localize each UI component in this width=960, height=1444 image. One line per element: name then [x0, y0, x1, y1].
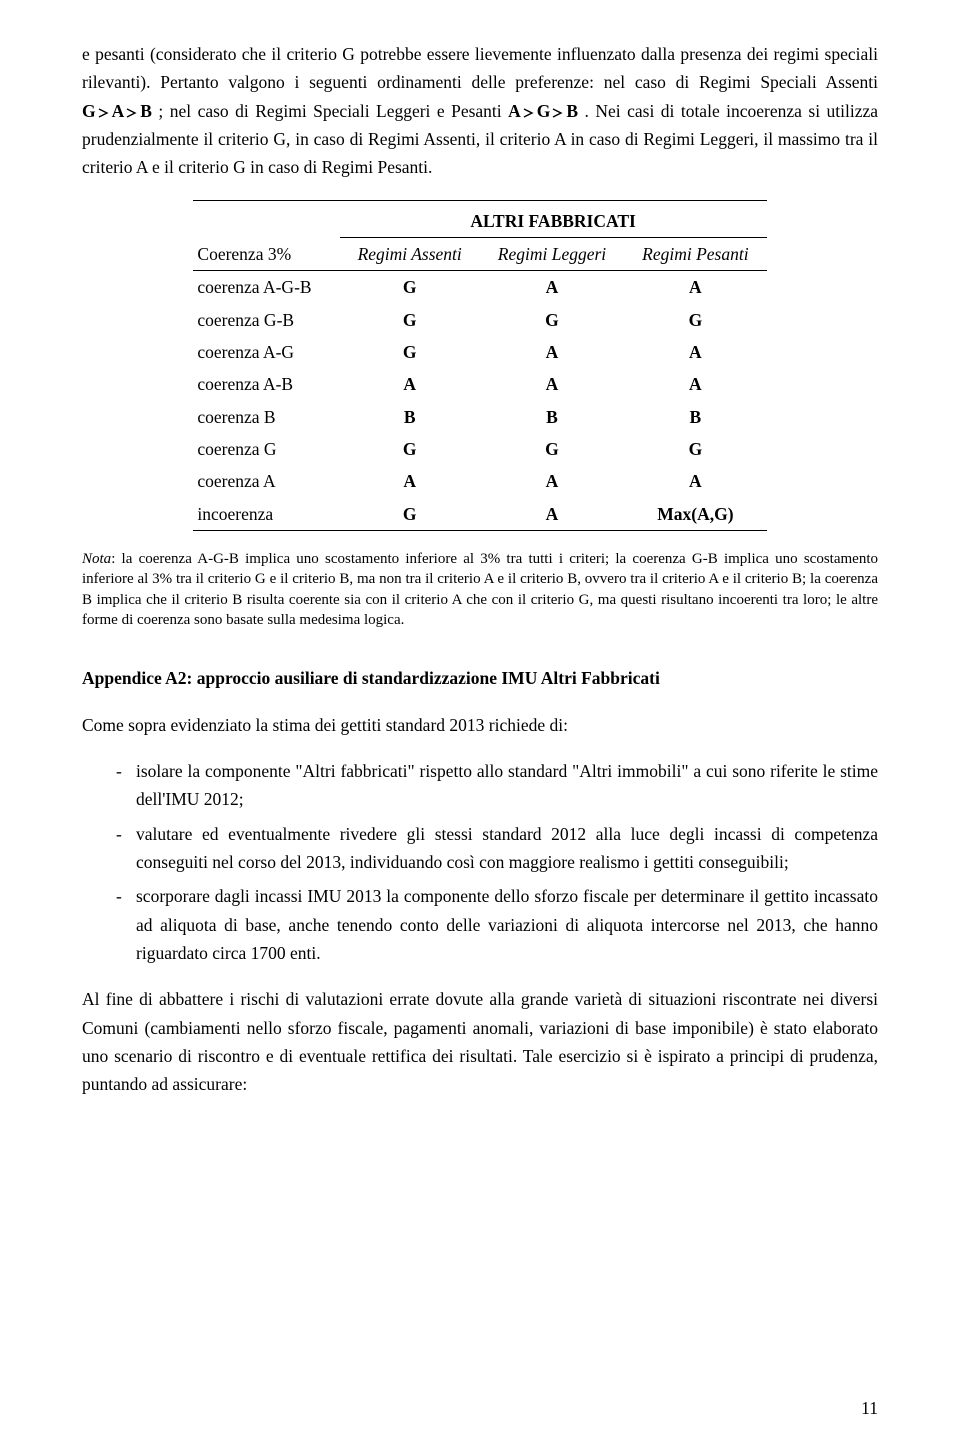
col-header: Regimi Assenti: [340, 238, 480, 271]
requirements-list: isolare la componente "Altri fabbricati"…: [82, 757, 878, 967]
note-label: Nota: [82, 551, 111, 567]
paragraph-intro-list: Come sopra evidenziato la stima dei gett…: [82, 711, 878, 739]
pref-expr-1: GAB: [82, 101, 158, 121]
table-row: coerenza B B B B: [193, 401, 766, 433]
col-header: Coerenza 3%: [193, 238, 339, 271]
table-note: Nota: la coerenza A-G-B implica uno scos…: [82, 549, 878, 630]
paragraph-closing: Al fine di abbattere i rischi di valutaz…: [82, 985, 878, 1098]
table-row: coerenza G-B G G G: [193, 304, 766, 336]
table-row: coerenza A-G G A A: [193, 336, 766, 368]
col-header: Regimi Pesanti: [624, 238, 766, 271]
appendix-heading: Appendice A2: approccio ausiliare di sta…: [82, 664, 878, 692]
text: ; nel caso di Regimi Speciali Leggeri e …: [158, 101, 508, 121]
table-row: coerenza G G G G: [193, 433, 766, 465]
paragraph-pref-order: e pesanti (considerato che il criterio G…: [82, 40, 878, 182]
table-row: coerenza A A A A: [193, 465, 766, 497]
pref-expr-2: AGB: [508, 101, 584, 121]
list-item: scorporare dagli incassi IMU 2013 la com…: [116, 882, 878, 967]
table-row: incoerenza G A Max(A,G): [193, 498, 766, 531]
table-altri-fabbricati: ALTRI FABBRICATI Coerenza 3% Regimi Asse…: [193, 200, 766, 531]
table-title: ALTRI FABBRICATI: [340, 200, 767, 237]
list-item: isolare la componente "Altri fabbricati"…: [116, 757, 878, 814]
table-row: coerenza A-B A A A: [193, 368, 766, 400]
text: e pesanti (considerato che il criterio G…: [82, 44, 878, 92]
page-number: 11: [861, 1394, 878, 1422]
list-item: valutare ed eventualmente rivedere gli s…: [116, 820, 878, 877]
col-header: Regimi Leggeri: [480, 238, 624, 271]
note-body: : la coerenza A-G-B implica uno scostame…: [82, 551, 878, 628]
table-row: coerenza A-G-B G A A: [193, 271, 766, 304]
